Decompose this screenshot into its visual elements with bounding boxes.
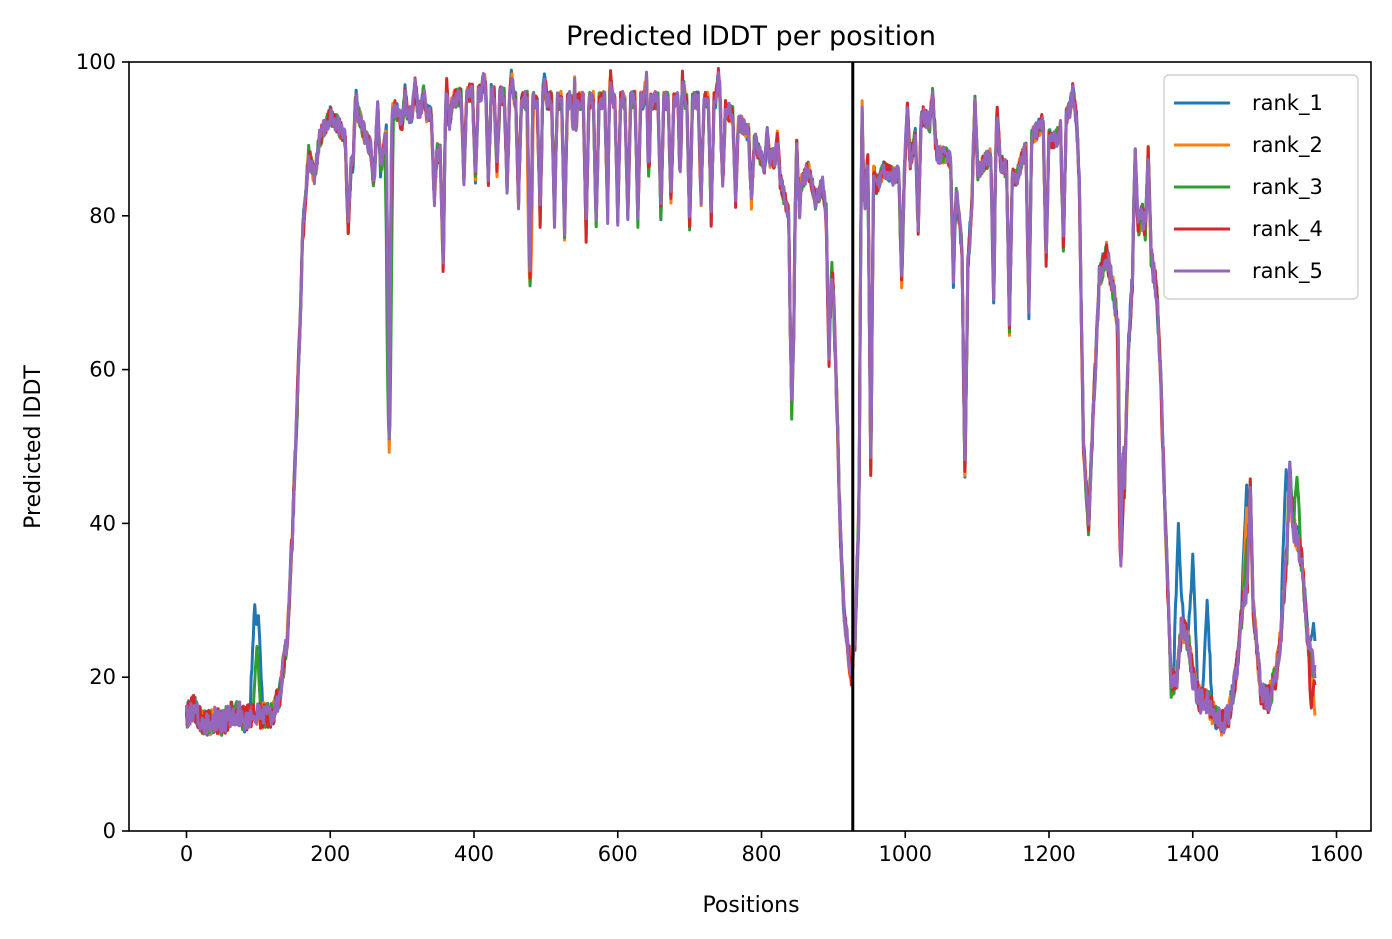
y-axis-label: Predicted lDDT <box>21 365 46 529</box>
y-tick-label: 0 <box>103 819 116 843</box>
legend-label-rank-1: rank_1 <box>1252 91 1323 116</box>
y-tick-label: 20 <box>89 665 116 689</box>
plot-area <box>185 62 1317 831</box>
legend: rank_1 rank_2 rank_3 rank_4 rank_5 <box>1163 74 1359 300</box>
series-line-rank-5 <box>185 70 1317 736</box>
y-tick-label: 40 <box>89 511 116 535</box>
legend-box <box>1163 74 1359 300</box>
y-tick-label: 100 <box>76 50 116 74</box>
y-tick-label: 80 <box>89 204 116 228</box>
x-tick-label: 1000 <box>879 842 932 866</box>
axes-frame <box>128 61 1372 832</box>
x-tick-label: 1400 <box>1166 842 1219 866</box>
legend-label-rank-3: rank_3 <box>1252 175 1323 200</box>
x-tick-label: 600 <box>598 842 638 866</box>
x-tick-label: 800 <box>741 842 781 866</box>
axes: 0 200 400 600 800 1000 1200 1400 1600 0 20 40 60 80 10… <box>76 50 1372 866</box>
x-tick-label: 1600 <box>1310 842 1363 866</box>
x-axis-label: Positions <box>702 893 799 918</box>
legend-label-rank-5: rank_5 <box>1252 259 1323 284</box>
chart-title: Predicted lDDT per position <box>566 21 936 52</box>
x-tick-label: 1200 <box>1022 842 1075 866</box>
legend-label-rank-2: rank_2 <box>1252 133 1323 158</box>
x-tick-label: 400 <box>454 842 494 866</box>
x-tick-label: 0 <box>180 842 193 866</box>
y-tick-label: 60 <box>89 358 116 382</box>
x-tick-label: 200 <box>310 842 350 866</box>
legend-label-rank-4: rank_4 <box>1252 217 1323 242</box>
